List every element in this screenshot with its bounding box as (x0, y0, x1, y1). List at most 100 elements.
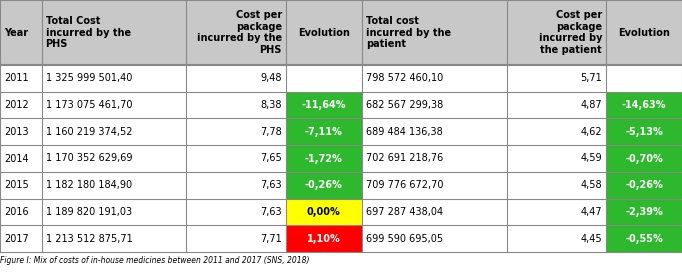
Text: 7,71: 7,71 (260, 234, 282, 244)
Bar (0, 145, 42, 172)
Bar (286, 199, 362, 225)
Bar (186, 118, 286, 145)
Bar (42, 118, 186, 145)
Text: Cost per
package
incurred by the
PHS: Cost per package incurred by the PHS (196, 10, 282, 55)
Text: 709 776 672,70: 709 776 672,70 (366, 180, 443, 190)
Text: 689 484 136,38: 689 484 136,38 (366, 127, 443, 137)
Text: 7,65: 7,65 (260, 153, 282, 164)
Bar (507, 92, 606, 118)
Bar (507, 172, 606, 199)
Text: 1 160 219 374,52: 1 160 219 374,52 (46, 127, 132, 137)
Bar (186, 172, 286, 199)
Bar (606, 0, 682, 65)
Bar (606, 199, 682, 225)
Text: -11,64%: -11,64% (301, 100, 346, 110)
Text: 798 572 460,10: 798 572 460,10 (366, 73, 443, 83)
Bar (186, 0, 286, 65)
Bar (186, 92, 286, 118)
Text: -14,63%: -14,63% (622, 100, 666, 110)
Bar (507, 118, 606, 145)
Text: -2,39%: -2,39% (625, 207, 663, 217)
Bar (0, 199, 42, 225)
Bar (42, 0, 186, 65)
Bar (0, 172, 42, 199)
Bar (286, 145, 362, 172)
Text: Evolution: Evolution (618, 27, 670, 38)
Text: 1 173 075 461,70: 1 173 075 461,70 (46, 100, 132, 110)
Text: -0,26%: -0,26% (305, 180, 342, 190)
Text: -5,13%: -5,13% (625, 127, 663, 137)
Bar (606, 118, 682, 145)
Text: 4,62: 4,62 (580, 127, 602, 137)
Bar (286, 92, 362, 118)
Text: Total cost
incurred by the
patient: Total cost incurred by the patient (366, 16, 451, 49)
Text: 2012: 2012 (4, 100, 29, 110)
Text: 1 182 180 184,90: 1 182 180 184,90 (46, 180, 132, 190)
Bar (0, 225, 42, 252)
Text: Year: Year (4, 27, 28, 38)
Text: Total Cost
incurred by the
PHS: Total Cost incurred by the PHS (46, 16, 131, 49)
Text: 8,38: 8,38 (261, 100, 282, 110)
Bar (362, 65, 507, 92)
Text: 702 691 218,76: 702 691 218,76 (366, 153, 443, 164)
Bar (286, 65, 362, 92)
Text: 697 287 438,04: 697 287 438,04 (366, 207, 443, 217)
Bar (0, 118, 42, 145)
Text: Figure I: Mix of costs of in-house medicines between 2011 and 2017 (SNS, 2018): Figure I: Mix of costs of in-house medic… (0, 256, 310, 265)
Bar (42, 92, 186, 118)
Bar (186, 65, 286, 92)
Text: 0,00%: 0,00% (307, 207, 341, 217)
Text: 1 325 999 501,40: 1 325 999 501,40 (46, 73, 132, 83)
Bar (286, 225, 362, 252)
Text: 7,78: 7,78 (260, 127, 282, 137)
Text: 2014: 2014 (4, 153, 29, 164)
Bar (362, 145, 507, 172)
Bar (507, 145, 606, 172)
Text: 1 213 512 875,71: 1 213 512 875,71 (46, 234, 132, 244)
Bar (286, 172, 362, 199)
Bar (186, 199, 286, 225)
Bar (286, 0, 362, 65)
Bar (286, 118, 362, 145)
Bar (507, 65, 606, 92)
Bar (507, 199, 606, 225)
Bar (362, 92, 507, 118)
Bar (362, 118, 507, 145)
Bar (0, 92, 42, 118)
Bar (42, 172, 186, 199)
Text: 1 189 820 191,03: 1 189 820 191,03 (46, 207, 132, 217)
Text: 4,59: 4,59 (580, 153, 602, 164)
Bar (606, 172, 682, 199)
Bar (606, 65, 682, 92)
Bar (42, 199, 186, 225)
Text: -1,72%: -1,72% (305, 153, 342, 164)
Text: -0,55%: -0,55% (625, 234, 663, 244)
Bar (0, 0, 42, 65)
Bar (362, 172, 507, 199)
Text: 682 567 299,38: 682 567 299,38 (366, 100, 443, 110)
Text: 1,10%: 1,10% (307, 234, 341, 244)
Bar (42, 225, 186, 252)
Text: 2016: 2016 (4, 207, 29, 217)
Bar (362, 225, 507, 252)
Text: 2013: 2013 (4, 127, 29, 137)
Bar (186, 145, 286, 172)
Text: Cost per
package
incurred by
the patient: Cost per package incurred by the patient (539, 10, 602, 55)
Text: 4,47: 4,47 (580, 207, 602, 217)
Text: -7,11%: -7,11% (305, 127, 342, 137)
Text: -0,26%: -0,26% (625, 180, 663, 190)
Bar (362, 0, 507, 65)
Text: 5,71: 5,71 (580, 73, 602, 83)
Bar (186, 225, 286, 252)
Bar (362, 199, 507, 225)
Bar (606, 145, 682, 172)
Bar (42, 65, 186, 92)
Text: 4,45: 4,45 (580, 234, 602, 244)
Text: 7,63: 7,63 (261, 207, 282, 217)
Text: 699 590 695,05: 699 590 695,05 (366, 234, 443, 244)
Text: 7,63: 7,63 (261, 180, 282, 190)
Text: 4,87: 4,87 (580, 100, 602, 110)
Text: Evolution: Evolution (298, 27, 350, 38)
Text: 4,58: 4,58 (580, 180, 602, 190)
Bar (42, 145, 186, 172)
